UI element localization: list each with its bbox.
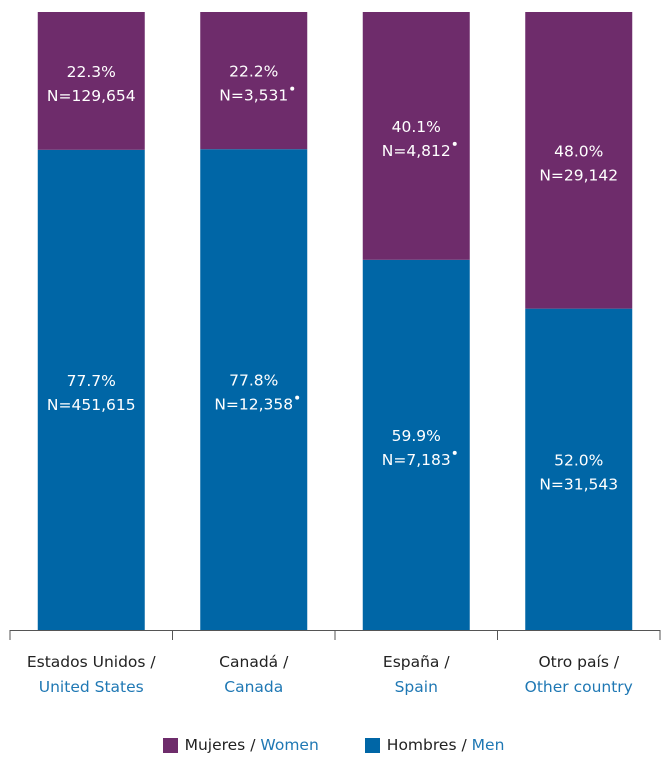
flag-dot-men-1 — [295, 395, 300, 400]
x-tick-label-es-0: Estados Unidos / — [27, 653, 157, 671]
bar-women-1 — [200, 12, 308, 150]
bar-pct-label-men-3: 52.0% — [554, 451, 603, 469]
flag-dot-women-2 — [452, 141, 457, 146]
x-tick-label-es-3: Otro país / — [538, 653, 619, 671]
bar-pct-label-men-0: 77.7% — [67, 372, 116, 390]
bar-men-2 — [362, 259, 470, 630]
bar-n-label-women-1: N=3,531 — [219, 87, 288, 105]
bar-n-label-men-3: N=31,543 — [539, 475, 618, 493]
x-tick-label-en-2: Spain — [395, 678, 438, 696]
bar-n-label-women-3: N=29,142 — [539, 166, 618, 184]
bar-pct-label-women-1: 22.2% — [229, 63, 278, 81]
bar-pct-label-women-2: 40.1% — [392, 118, 441, 136]
bar-n-label-men-1: N=12,358 — [214, 396, 293, 414]
legend-label-women-en: Women — [260, 736, 319, 754]
bar-women-0 — [37, 12, 145, 150]
legend-label-women-es: Mujeres / — [184, 736, 256, 754]
bar-women-3 — [525, 12, 633, 309]
x-tick-label-en-3: Other country — [525, 678, 633, 696]
flag-dot-women-1 — [290, 86, 295, 91]
x-tick-label-en-1: Canada — [224, 678, 283, 696]
bar-pct-label-men-2: 59.9% — [392, 427, 441, 445]
legend-swatch-women — [162, 737, 178, 753]
legend-item-men: Hombres / Men — [364, 736, 505, 754]
bar-men-3 — [525, 308, 633, 630]
bar-n-label-men-2: N=7,183 — [382, 451, 451, 469]
legend-swatch-men — [364, 737, 380, 753]
bar-men-1 — [200, 149, 308, 631]
flag-dot-men-2 — [452, 450, 457, 455]
bar-n-label-women-2: N=4,812 — [382, 142, 451, 160]
legend-label-men-es: Hombres / — [386, 736, 467, 754]
bar-n-label-men-0: N=451,615 — [47, 396, 136, 414]
legend-label-men-en: Men — [471, 736, 505, 754]
bar-pct-label-men-1: 77.8% — [229, 372, 278, 390]
x-tick-label-es-2: España / — [383, 653, 450, 671]
bar-pct-label-women-0: 22.3% — [67, 63, 116, 81]
bar-n-label-women-0: N=129,654 — [47, 87, 136, 105]
bar-pct-label-women-3: 48.0% — [554, 142, 603, 160]
bar-men-0 — [37, 149, 145, 630]
bar-women-2 — [362, 12, 470, 260]
x-tick-label-en-0: United States — [39, 678, 144, 696]
legend: Mujeres / Women Hombres / Men — [0, 736, 667, 754]
x-tick-label-es-1: Canadá / — [219, 653, 289, 671]
stacked-bar-chart: 22.3% N=129,654 77.7% N=451,615 Estados Unid… — [9, 12, 661, 696]
legend-item-women: Mujeres / Women — [162, 736, 319, 754]
